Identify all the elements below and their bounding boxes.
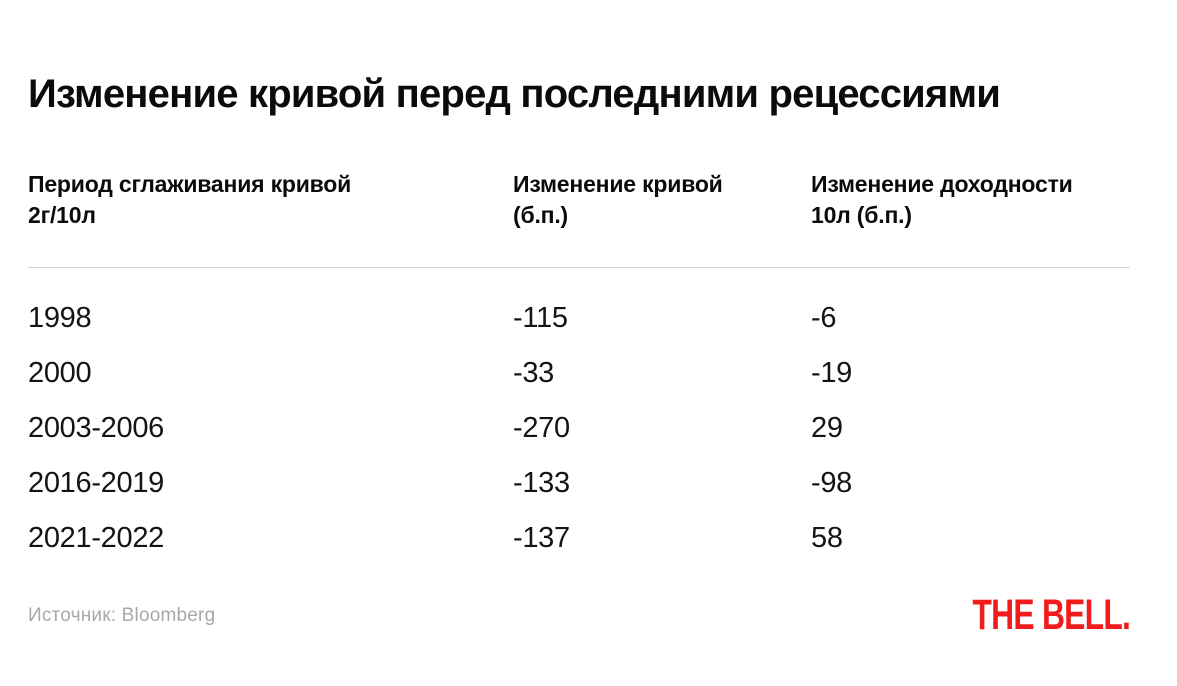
curve-change-cell: -115 [513,301,568,334]
yield-change-cell: -19 [811,356,853,389]
curve-change-cell: -33 [513,356,555,389]
column-header-yield-change-sublabel: 10л (б.п.) [811,201,912,228]
column-header-period: Период сглаживания кривой 2г/10л [28,169,513,231]
table-row: 1998 -115 -6 [28,291,1130,346]
footer: Источник: Bloomberg THE BELL. [28,591,1131,639]
table-header-row: Период сглаживания кривой 2г/10л Изменен… [28,169,1130,231]
curve-change-cell: -137 [513,521,570,554]
infographic-card: Изменение кривой перед последними рецесс… [0,27,1177,566]
column-header-curve-change: Изменение кривой (б.п.) [513,169,811,231]
page-title: Изменение кривой перед последними рецесс… [28,71,1001,116]
yield-change-cell: 58 [811,521,843,554]
curve-change-cell: -270 [513,411,570,444]
table-row: 2003-2006 -270 29 [28,401,1130,456]
period-cell: 2016-2019 [28,466,164,499]
table-row: 2000 -33 -19 [28,346,1130,401]
yield-change-cell: 29 [811,411,843,444]
period-cell: 2000 [28,356,92,389]
the-bell-logo: THE BELL. [972,591,1130,640]
column-header-yield-change-label: Изменение доходности [811,170,1073,197]
column-header-curve-change-label: Изменение кривой [513,170,723,197]
table-body: 1998 -115 -6 2000 -33 -19 2003-2006 -270… [28,291,1130,566]
source-label: Источник: Bloomberg [28,604,216,626]
column-header-yield-change: Изменение доходности 10л (б.п.) [811,169,1130,231]
column-header-curve-change-sublabel: (б.п.) [513,201,568,228]
yield-change-cell: -98 [811,466,853,499]
period-cell: 2021-2022 [28,521,164,554]
period-cell: 2003-2006 [28,411,164,444]
curve-change-cell: -133 [513,466,570,499]
table-row: 2016-2019 -133 -98 [28,456,1130,511]
period-cell: 1998 [28,301,92,334]
header-divider-line [28,266,1130,268]
column-header-period-label: Период сглаживания кривой [28,170,352,197]
table-row: 2021-2022 -137 58 [28,511,1130,566]
column-header-period-sublabel: 2г/10л [28,201,96,228]
yield-change-cell: -6 [811,301,837,334]
